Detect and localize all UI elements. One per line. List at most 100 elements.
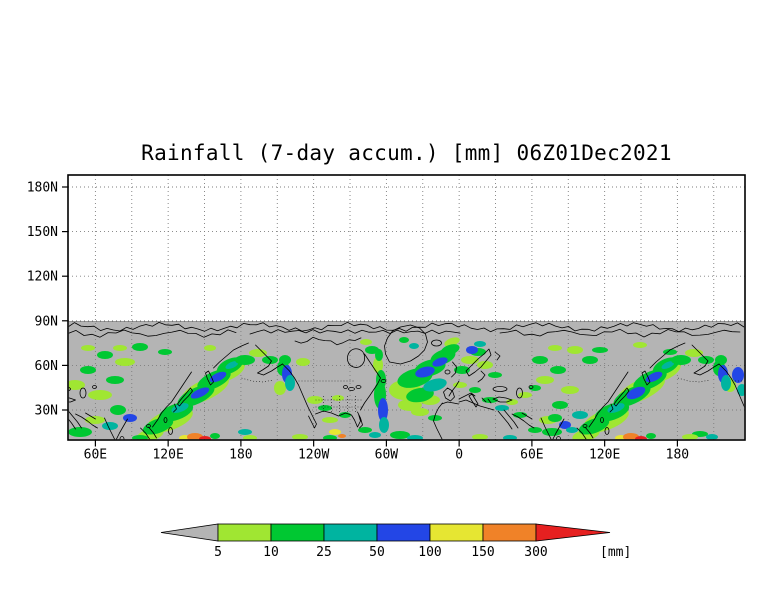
y-axis-labels: 180N 150N 120N 90N 60N 30N — [27, 181, 58, 419]
rain-patch — [645, 371, 663, 383]
rain-patch — [274, 381, 286, 395]
rain-patch — [506, 399, 518, 405]
rain-patch — [80, 366, 96, 374]
colorbar: 5 10 25 50 100 150 300 [mm] — [160, 523, 631, 560]
rain-patch — [582, 356, 598, 364]
rain-patch — [503, 435, 517, 440]
rain-patch — [204, 345, 216, 351]
rain-patch — [406, 387, 434, 403]
rain-patch — [550, 366, 566, 374]
rain-patch — [561, 386, 579, 394]
rain-patch — [123, 414, 137, 422]
rain-patch — [409, 343, 419, 349]
rain-patch — [292, 434, 308, 440]
rain-patch — [706, 434, 718, 440]
rain-patch — [285, 375, 295, 391]
rain-patch — [536, 376, 554, 384]
y-tick-label: 60N — [35, 359, 58, 374]
colorbar-level-label: 25 — [316, 545, 332, 560]
rain-patch — [548, 414, 562, 422]
rain-patch — [171, 403, 189, 413]
rain-patch — [399, 337, 409, 343]
rainfall-layer — [68, 337, 745, 440]
rain-patch — [715, 355, 727, 365]
rain-patch — [358, 427, 372, 433]
arctic-coastline — [294, 336, 362, 346]
rain-patch — [474, 341, 486, 347]
x-tick-label: 60W — [375, 448, 399, 463]
colorbar-level-label: 300 — [524, 545, 547, 560]
rain-patch — [68, 427, 92, 437]
rain-patch — [646, 433, 656, 439]
y-tick-label: 150N — [27, 225, 58, 240]
y-tick-label: 180N — [27, 181, 58, 196]
rain-patch — [209, 371, 227, 383]
rain-patch — [106, 376, 124, 384]
rain-patch — [461, 356, 479, 364]
rain-patch — [495, 405, 509, 411]
rain-patch — [199, 436, 211, 440]
rain-patch — [132, 435, 148, 440]
rain-patch — [578, 417, 610, 435]
rain-patch — [243, 435, 257, 440]
rain-patch — [329, 429, 341, 435]
chart-title: Rainfall (7-day accum.) [mm] 06Z01Dec202… — [141, 141, 672, 165]
rain-patch — [721, 375, 731, 391]
rain-patch — [626, 386, 646, 400]
rain-patch — [661, 360, 675, 370]
colorbar-segment — [376, 523, 431, 542]
rain-patch — [440, 344, 460, 356]
y-tick-label: 30N — [35, 404, 58, 419]
rain-patch — [472, 434, 488, 440]
colorbar-unit-label: [mm] — [600, 545, 631, 560]
rain-patch — [572, 411, 588, 419]
rain-patch — [453, 382, 467, 388]
rain-patch — [671, 355, 691, 365]
rain-patch — [488, 372, 502, 378]
rain-patch — [373, 357, 383, 373]
rain-patch — [88, 390, 112, 400]
colorbar-segment — [217, 523, 272, 542]
rain-patch — [360, 339, 372, 345]
colorbar-segment — [270, 523, 325, 542]
rain-patch — [307, 396, 323, 404]
rain-patch — [432, 357, 448, 367]
colorbar-level-label: 100 — [418, 545, 441, 560]
rain-patch — [323, 435, 337, 440]
colorbar-level-label: 5 — [214, 545, 222, 560]
colorbar-segment — [323, 523, 378, 542]
arctic-coastline — [499, 328, 741, 338]
rain-patch — [623, 433, 639, 440]
rain-patch — [210, 433, 220, 439]
rain-patch — [682, 434, 698, 440]
rain-patch — [518, 392, 532, 398]
rain-patch — [132, 343, 148, 351]
x-axis-labels: 60E 120E 180 120W 60W 0 60E 120E 180 — [84, 448, 689, 463]
rain-patch — [469, 387, 481, 393]
rain-patch — [158, 349, 172, 355]
y-tick-label: 120N — [27, 270, 58, 285]
rain-patch — [102, 422, 118, 430]
rain-patch — [732, 367, 744, 383]
rain-patch — [635, 436, 647, 440]
rain-patch — [529, 385, 541, 391]
rain-patch — [279, 355, 291, 365]
rain-patch — [698, 356, 714, 364]
x-tick-label: 180 — [229, 448, 252, 463]
rain-patch — [454, 366, 470, 374]
plot-border — [67, 174, 746, 441]
arctic-coast — [68, 321, 745, 346]
rain-patch — [528, 427, 542, 433]
rain-patch — [369, 432, 381, 438]
x-tick-label: 0 — [455, 448, 463, 463]
colorbar-left-arrow — [160, 523, 219, 542]
colorbar-level-label: 10 — [263, 545, 279, 560]
rain-patch — [378, 398, 388, 422]
rain-patch — [338, 434, 346, 438]
rain-patch — [407, 435, 423, 440]
rain-patch — [379, 417, 389, 433]
rain-patch — [532, 356, 548, 364]
rain-patch — [225, 360, 239, 370]
rain-patch — [142, 417, 174, 435]
